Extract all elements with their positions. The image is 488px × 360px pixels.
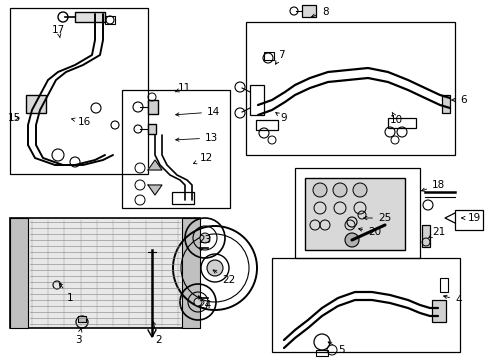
Bar — [26, 95, 46, 113]
Bar — [10, 8, 148, 174]
Circle shape — [312, 183, 326, 197]
Text: 17: 17 — [52, 25, 65, 38]
Bar — [439, 278, 447, 292]
Bar — [182, 218, 200, 328]
Polygon shape — [148, 160, 162, 170]
Bar — [249, 85, 264, 115]
Text: 6: 6 — [451, 95, 466, 105]
Text: 12: 12 — [193, 153, 213, 164]
Bar — [387, 118, 415, 128]
Text: 21: 21 — [428, 227, 445, 238]
Bar — [302, 5, 315, 17]
Bar — [122, 90, 229, 208]
Bar — [454, 210, 482, 230]
Text: 13: 13 — [175, 133, 218, 143]
Text: 4: 4 — [443, 295, 461, 305]
Bar — [105, 16, 115, 24]
Circle shape — [345, 233, 358, 247]
Bar — [75, 12, 105, 22]
Bar — [441, 95, 449, 113]
Text: 8: 8 — [311, 7, 328, 17]
Bar — [172, 192, 194, 204]
Text: 11: 11 — [175, 83, 191, 93]
Bar — [264, 52, 273, 60]
Text: 18: 18 — [421, 180, 445, 191]
Text: 7: 7 — [275, 50, 284, 64]
Text: 1: 1 — [59, 283, 74, 303]
Text: 20: 20 — [358, 227, 380, 237]
Text: 15: 15 — [8, 113, 21, 123]
Circle shape — [352, 183, 366, 197]
Bar — [421, 225, 429, 247]
Text: 23: 23 — [198, 235, 211, 251]
Text: 2: 2 — [152, 321, 162, 345]
Bar — [10, 218, 200, 328]
Circle shape — [194, 298, 202, 306]
Bar — [271, 258, 459, 352]
Bar — [431, 300, 445, 322]
Circle shape — [332, 183, 346, 197]
Polygon shape — [148, 185, 162, 195]
Text: 10: 10 — [389, 112, 402, 125]
Bar — [256, 120, 278, 130]
Bar — [148, 100, 158, 114]
Text: 9: 9 — [275, 113, 286, 123]
Text: 16: 16 — [71, 117, 91, 127]
Bar — [315, 350, 327, 356]
Bar — [148, 124, 156, 134]
Bar — [78, 316, 86, 322]
Text: 22: 22 — [213, 270, 235, 285]
Bar — [10, 218, 28, 328]
Bar — [294, 168, 419, 258]
Bar — [305, 178, 404, 250]
Text: 14: 14 — [175, 107, 220, 117]
Circle shape — [200, 233, 209, 243]
Circle shape — [206, 260, 223, 276]
Text: 5: 5 — [327, 342, 344, 355]
Text: 19: 19 — [461, 213, 480, 223]
Bar — [245, 22, 454, 155]
Text: 3: 3 — [75, 329, 82, 345]
Text: 24: 24 — [198, 296, 211, 310]
Text: 25: 25 — [363, 213, 390, 223]
